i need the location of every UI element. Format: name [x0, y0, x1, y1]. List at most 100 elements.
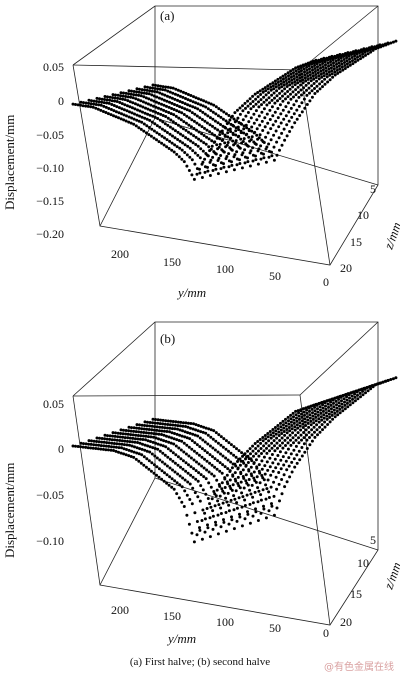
- data-point: [126, 95, 130, 99]
- data-point: [144, 131, 148, 135]
- data-point: [137, 452, 141, 456]
- data-point: [346, 405, 350, 409]
- data-point: [214, 152, 218, 156]
- data-point: [216, 128, 220, 132]
- data-point: [145, 92, 149, 95]
- data-point: [163, 122, 167, 126]
- data-point: [154, 441, 158, 445]
- data-point: [239, 129, 243, 133]
- data-point: [169, 112, 173, 116]
- data-point: [249, 149, 253, 153]
- data-point: [168, 90, 172, 94]
- data-point: [153, 122, 157, 126]
- data-point: [308, 99, 312, 103]
- data-point: [301, 426, 305, 429]
- data-point: [168, 139, 172, 143]
- data-point: [235, 119, 238, 123]
- data-point: [257, 136, 261, 140]
- data-point: [208, 130, 212, 134]
- data-point: [160, 477, 164, 481]
- panel-label-a: (a): [160, 8, 174, 23]
- data-point: [247, 457, 251, 461]
- data-point: [320, 80, 324, 84]
- data-point: [182, 113, 186, 116]
- data-point: [323, 77, 327, 81]
- data-point: [94, 447, 98, 450]
- data-point: [254, 507, 257, 511]
- data-point: [248, 488, 252, 492]
- data-point: [189, 473, 193, 477]
- data-point: [234, 126, 238, 130]
- data-point: [295, 419, 299, 423]
- data-point: [310, 62, 314, 66]
- data-point: [306, 418, 310, 422]
- data-point: [231, 462, 235, 466]
- data-point: [111, 93, 115, 97]
- data-point: [313, 87, 316, 90]
- data-point: [302, 91, 306, 95]
- data-point: [267, 490, 271, 494]
- data-point: [251, 495, 255, 499]
- data-point: [263, 472, 267, 476]
- data-point: [137, 90, 141, 94]
- data-point: [122, 452, 126, 456]
- data-point: [221, 117, 225, 121]
- data-point: [238, 106, 242, 110]
- data-point: [340, 59, 343, 63]
- data-point: [230, 466, 234, 470]
- data-point: [233, 477, 237, 481]
- data-point: [193, 112, 197, 116]
- data-point: [314, 419, 318, 423]
- data-point: [204, 100, 208, 104]
- data-point: [200, 125, 204, 129]
- data-point: [270, 502, 273, 506]
- data-point: [182, 450, 186, 454]
- data-point: [179, 118, 183, 122]
- data-point: [156, 447, 160, 451]
- data-point: [122, 108, 126, 112]
- data-point: [186, 480, 190, 484]
- data-point: [324, 411, 328, 415]
- data-point: [261, 129, 265, 132]
- data-point: [332, 405, 336, 409]
- data-point: [212, 103, 216, 107]
- data-point: [158, 125, 162, 129]
- data-point: [144, 465, 148, 469]
- data-point: [313, 92, 317, 95]
- data-point: [211, 117, 215, 121]
- data-point: [318, 87, 322, 91]
- data-point: [172, 150, 176, 154]
- data-point: [297, 449, 301, 453]
- data-point: [205, 451, 209, 455]
- data-point: [118, 97, 122, 101]
- data-point: [345, 62, 349, 66]
- data-point: [249, 102, 252, 106]
- data-point: [185, 513, 189, 517]
- data-point: [219, 161, 223, 165]
- data-point: [296, 65, 300, 69]
- data-point: [257, 469, 261, 473]
- data-point: [151, 421, 155, 425]
- data-point: [204, 492, 208, 496]
- data-point: [290, 115, 294, 119]
- data-point: [292, 95, 295, 99]
- data-point: [287, 419, 290, 423]
- data-point: [158, 422, 162, 426]
- data-point: [368, 48, 372, 52]
- data-point: [157, 101, 161, 105]
- data-point: [225, 473, 229, 477]
- ztick-a-0: 5: [370, 182, 376, 196]
- data-point: [324, 63, 327, 67]
- data-point: [181, 476, 185, 480]
- data-point: [335, 403, 338, 407]
- data-point: [191, 149, 195, 153]
- data-point: [256, 91, 260, 94]
- data-point: [170, 148, 174, 152]
- data-point: [180, 111, 184, 115]
- data-point: [303, 76, 307, 80]
- data-point: [267, 96, 271, 100]
- data-point: [178, 483, 182, 487]
- data-point: [89, 446, 93, 450]
- data-point: [87, 101, 91, 105]
- data-point: [155, 95, 159, 99]
